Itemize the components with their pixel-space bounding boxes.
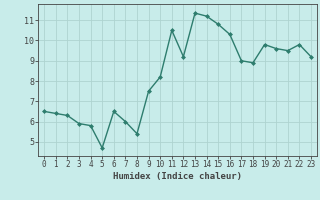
X-axis label: Humidex (Indice chaleur): Humidex (Indice chaleur)	[113, 172, 242, 181]
